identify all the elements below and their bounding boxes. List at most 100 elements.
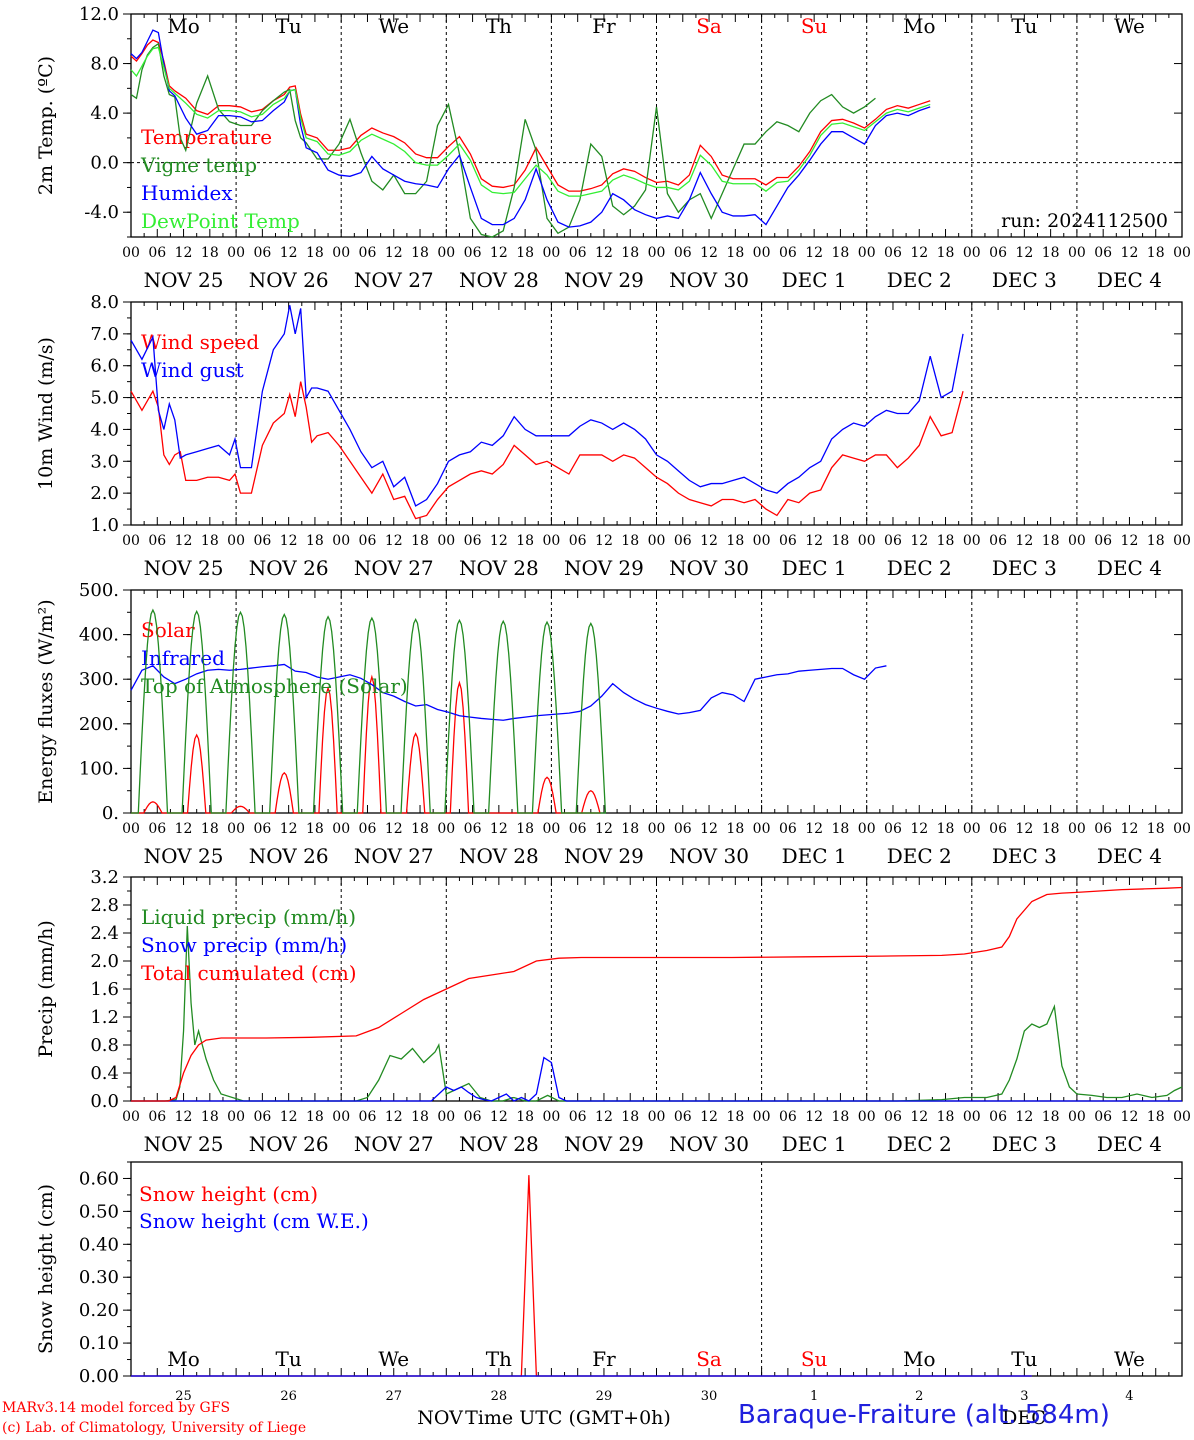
hour-tick-label: 00	[122, 821, 140, 837]
hour-tick-label: 06	[989, 1109, 1007, 1125]
hour-tick-label: 18	[306, 1109, 324, 1125]
run-label: run: 2024112500	[1001, 210, 1168, 232]
day-label: NOV 25	[144, 1132, 224, 1156]
day-label: NOV 30	[669, 268, 749, 292]
y-tick-label: 100.	[79, 758, 119, 779]
weekday-label: Su	[801, 14, 828, 38]
hour-tick-label: 06	[464, 821, 482, 837]
y-tick-label: 0.50	[79, 1201, 119, 1222]
series-line-4	[130, 46, 931, 197]
hour-tick-label: 00	[963, 821, 981, 837]
day-label: DEC 1	[782, 844, 847, 868]
y-tick-label: -4.0	[84, 202, 119, 223]
hour-tick-label: 06	[989, 821, 1007, 837]
hour-tick-label: 12	[1121, 533, 1139, 549]
hour-tick-label: 06	[359, 533, 377, 549]
hour-tick-label: 06	[253, 245, 271, 261]
hour-tick-label: 06	[569, 1109, 587, 1125]
hour-tick-label: 00	[542, 533, 560, 549]
plot-frame	[130, 589, 1183, 814]
hour-tick-label: 06	[148, 245, 166, 261]
hour-tick-label: 06	[464, 533, 482, 549]
legend-entry: Temperature	[141, 125, 272, 149]
hour-tick-label: 06	[148, 821, 166, 837]
legend-entry: Top of Atmosphere (Solar)	[141, 674, 408, 698]
hour-tick-label: 00	[1173, 533, 1191, 549]
day-label: NOV 27	[354, 1132, 434, 1156]
y-tick-label: 3.2	[90, 867, 119, 888]
bottom-day-number: 25	[175, 1389, 192, 1404]
y-tick-label: 0.60	[79, 1168, 119, 1189]
hour-tick-label: 12	[385, 245, 403, 261]
hour-tick-label: 12	[700, 821, 718, 837]
y-tick-label: 0.0	[90, 153, 119, 174]
model-credit-line2: (c) Lab. of Climatology, University of L…	[2, 1420, 307, 1436]
series-line-2	[131, 1056, 1182, 1102]
y-tick-label: 4.0	[90, 419, 119, 440]
hour-tick-label: 06	[884, 533, 902, 549]
hour-tick-label: 00	[858, 1109, 876, 1125]
hour-tick-label: 00	[332, 1109, 350, 1125]
hour-tick-label: 00	[332, 245, 350, 261]
hour-tick-label: 12	[1015, 821, 1033, 837]
hour-tick-label: 00	[858, 245, 876, 261]
hour-tick-label: 00	[648, 1109, 666, 1125]
hour-tick-label: 06	[884, 245, 902, 261]
day-label: NOV 29	[564, 1132, 644, 1156]
series-line-3	[130, 29, 931, 228]
y-tick-label: 0.00	[79, 1366, 119, 1387]
hour-tick-label: 06	[779, 245, 797, 261]
bottom-month-label: NOV	[417, 1407, 463, 1429]
hour-tick-label: 00	[753, 821, 771, 837]
panel-5: 0.60 0.50 0.40 0.30 0.20 0.10 0.00 Snow height …	[35, 1161, 1183, 1387]
hour-tick-label: 12	[1121, 821, 1139, 837]
hour-tick-label: 12	[280, 533, 298, 549]
hour-tick-label: 12	[595, 821, 613, 837]
hour-tick-label: 06	[674, 821, 692, 837]
panel-1: 12.0 8.0 4.0 0.0 -4.0 2m Temp. (ºC) 00 06 12 18 NO…	[35, 4, 1191, 292]
hour-tick-label: 00	[963, 1109, 981, 1125]
hour-tick-label: 00	[1173, 1109, 1191, 1125]
weekday-label: Fr	[592, 1347, 616, 1371]
series-line-1	[130, 381, 964, 520]
series-line-2	[130, 663, 887, 721]
day-label: NOV 26	[249, 1132, 329, 1156]
day-label: NOV 28	[459, 556, 539, 580]
hour-tick-label: 18	[516, 533, 534, 549]
hour-tick-label: 00	[858, 821, 876, 837]
hour-tick-label: 00	[227, 1109, 245, 1125]
station-label: Baraque-Fraiture (alt. 584m)	[738, 1400, 1110, 1430]
hour-tick-label: 12	[910, 245, 928, 261]
legend-entry: Snow precip (mm/h)	[141, 933, 347, 957]
day-label: DEC 1	[782, 268, 847, 292]
hour-tick-label: 06	[253, 1109, 271, 1125]
hour-tick-label: 18	[1042, 821, 1060, 837]
day-label: NOV 26	[249, 556, 329, 580]
legend-entry: Liquid precip (mm/h)	[141, 905, 356, 929]
day-label: DEC 1	[782, 1132, 847, 1156]
day-label: DEC 2	[887, 556, 952, 580]
day-label: DEC 4	[1097, 844, 1162, 868]
hour-tick-label: 12	[175, 245, 193, 261]
hour-tick-label: 18	[1147, 1109, 1165, 1125]
hour-tick-label: 18	[621, 245, 639, 261]
hour-tick-label: 18	[1147, 533, 1165, 549]
legend-entry: Humidex	[141, 181, 233, 205]
hour-tick-label: 06	[989, 245, 1007, 261]
weekday-label: Mo	[167, 14, 200, 38]
hour-tick-label: 12	[490, 533, 508, 549]
plot-frame	[130, 301, 1183, 526]
hour-tick-label: 12	[700, 245, 718, 261]
hour-tick-label: 06	[1094, 1109, 1112, 1125]
hour-tick-label: 12	[1121, 1109, 1139, 1125]
y-tick-label: 0.20	[79, 1300, 119, 1321]
hour-tick-label: 18	[306, 821, 324, 837]
y-tick-label: 400.	[79, 625, 119, 646]
y-tick-label: 6.0	[90, 356, 119, 377]
hour-tick-label: 06	[359, 821, 377, 837]
hour-tick-label: 18	[832, 533, 850, 549]
hour-tick-label: 18	[726, 1109, 744, 1125]
day-label: NOV 26	[249, 844, 329, 868]
series-line-3	[131, 886, 1183, 1102]
day-label: NOV 28	[459, 844, 539, 868]
